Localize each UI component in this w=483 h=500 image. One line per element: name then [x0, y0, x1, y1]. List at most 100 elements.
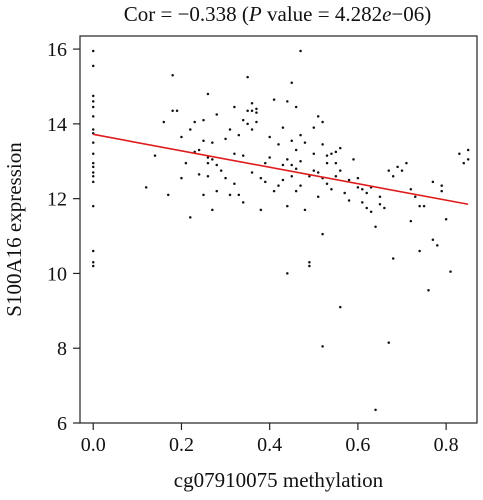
data-point: [325, 161, 329, 165]
data-point: [180, 135, 183, 139]
data-point: [91, 249, 95, 253]
y-tick-label: 6: [57, 413, 67, 435]
data-point: [228, 193, 232, 197]
data-point: [197, 173, 201, 176]
data-point: [294, 148, 298, 152]
data-point: [330, 188, 333, 191]
data-point: [286, 100, 289, 103]
data-point: [466, 148, 470, 152]
data-point: [91, 141, 95, 144]
data-point: [396, 165, 399, 169]
data-point: [418, 249, 421, 253]
data-point: [294, 167, 298, 170]
regression-line: [93, 133, 469, 206]
data-point: [431, 180, 435, 184]
data-point: [413, 195, 417, 199]
data-point: [206, 92, 210, 96]
data-point: [197, 148, 201, 152]
data-point: [286, 204, 289, 208]
data-point: [290, 139, 293, 142]
data-point: [374, 225, 377, 228]
data-point: [215, 163, 218, 167]
data-point: [162, 120, 166, 124]
data-point: [303, 141, 307, 144]
title-prefix: Cor = −0.338 (: [123, 2, 249, 26]
x-axis: 0.0 0.2 0.4 0.6 0.8: [81, 423, 459, 456]
data-point: [440, 189, 443, 193]
data-point: [166, 193, 170, 197]
data-point: [361, 201, 364, 204]
data-point: [458, 152, 461, 156]
data-point: [91, 174, 95, 178]
data-point: [250, 102, 254, 105]
data-point: [189, 216, 192, 219]
data-point: [409, 219, 413, 223]
data-point: [365, 191, 368, 195]
data-point: [316, 115, 320, 118]
data-point: [356, 186, 360, 189]
data-point: [215, 113, 218, 116]
data-point: [211, 141, 214, 144]
data-point: [383, 206, 386, 210]
data-point: [250, 171, 254, 174]
data-point: [237, 193, 241, 197]
data-point: [466, 158, 470, 161]
data-point: [250, 128, 254, 131]
data-point: [153, 154, 157, 157]
data-point: [91, 161, 95, 165]
data-point: [219, 169, 223, 172]
data-point: [391, 174, 395, 178]
data-point: [391, 257, 395, 260]
data-point: [91, 152, 95, 156]
y-tick-label: 16: [47, 39, 67, 61]
data-point: [343, 191, 346, 195]
data-point: [334, 161, 338, 165]
data-point: [281, 163, 285, 167]
data-point: [400, 169, 404, 172]
data-point: [268, 156, 271, 159]
data-point: [427, 289, 430, 292]
data-point: [339, 146, 342, 150]
data-point: [202, 193, 205, 197]
data-point: [290, 81, 293, 84]
data-point: [316, 195, 320, 199]
y-tick-label: 8: [57, 338, 67, 360]
data-point: [290, 174, 293, 178]
data-point: [91, 264, 95, 268]
data-point: [211, 158, 214, 161]
y-tick-label: 12: [47, 189, 67, 211]
data-point: [91, 115, 95, 118]
data-point: [422, 204, 426, 208]
data-point: [237, 133, 241, 137]
data-point: [339, 169, 342, 172]
data-point: [387, 169, 391, 172]
data-point: [171, 109, 174, 113]
data-point: [246, 122, 249, 126]
data-point: [321, 232, 324, 236]
title-e-symbol: e: [382, 2, 392, 26]
data-point: [299, 160, 302, 163]
data-point: [255, 120, 258, 124]
data-point: [189, 128, 192, 131]
data-point: [206, 174, 210, 178]
x-axis-label: cg07910075 methylation: [174, 468, 384, 492]
data-point: [374, 408, 377, 412]
x-tick-label: 0.4: [257, 434, 282, 456]
data-point: [378, 203, 382, 206]
data-point: [462, 161, 466, 165]
data-point: [202, 139, 205, 142]
data-point: [246, 109, 249, 113]
data-point: [299, 133, 302, 137]
data-point: [264, 161, 267, 165]
data-point: [91, 105, 95, 109]
x-tick-label: 0.8: [434, 434, 459, 456]
y-axis: 6 8 10 12 14 16: [47, 39, 80, 435]
data-point: [286, 272, 289, 275]
data-point: [268, 135, 271, 139]
data-point: [233, 152, 236, 156]
title-p-symbol: P: [248, 2, 262, 26]
data-point: [294, 189, 298, 193]
data-point: [91, 204, 95, 208]
data-point: [206, 156, 210, 159]
